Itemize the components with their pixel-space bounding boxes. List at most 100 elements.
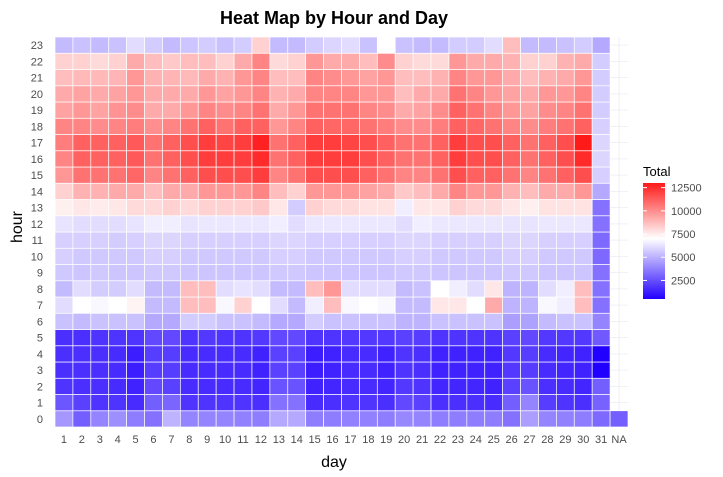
heatmap-cell xyxy=(412,52,432,70)
heatmap-cell xyxy=(520,329,539,347)
heatmap-cell xyxy=(233,296,253,314)
heatmap-cell xyxy=(269,150,289,168)
heatmap-cell xyxy=(126,215,145,233)
heatmap-cell xyxy=(323,101,342,119)
heatmap-cell xyxy=(197,231,217,249)
heatmap-cell xyxy=(394,231,414,249)
heatmap-cell xyxy=(556,345,575,363)
heatmap-cell xyxy=(305,69,324,87)
heatmap-cell xyxy=(215,52,235,70)
heatmap-cell xyxy=(287,69,307,87)
heatmap-cell xyxy=(179,166,199,184)
heatmap-cell xyxy=(556,69,575,87)
heatmap-cell xyxy=(144,52,163,70)
x-tick-label: 12 xyxy=(255,434,267,446)
heatmap-cell xyxy=(233,117,253,135)
heatmap-cell xyxy=(197,134,217,152)
x-tick-label: 3 xyxy=(97,434,103,446)
heatmap-cell xyxy=(341,394,360,412)
heatmap-cell xyxy=(233,182,253,200)
heatmap-cell xyxy=(538,85,557,103)
heatmap-cell xyxy=(412,231,432,249)
heatmap-cell xyxy=(538,215,557,233)
heatmap-cell xyxy=(573,215,593,233)
heatmap-cell xyxy=(484,394,504,412)
heatmap-cell xyxy=(179,134,199,152)
heatmap-cell xyxy=(359,345,378,363)
heatmap-cell xyxy=(376,361,396,379)
heatmap-cell xyxy=(215,215,235,233)
heatmap-cell xyxy=(90,280,110,298)
heatmap-cell xyxy=(251,394,271,412)
heatmap-cell xyxy=(412,69,432,87)
heatmap-cell xyxy=(305,117,324,135)
heatmap-cell xyxy=(144,36,163,54)
heatmap-cell xyxy=(179,264,199,282)
heatmap-cell xyxy=(197,182,217,200)
heatmap-cell xyxy=(412,199,432,217)
heatmap-cell xyxy=(448,410,468,428)
heatmap-cell xyxy=(72,101,92,119)
heatmap-cell xyxy=(287,150,307,168)
y-tick-label: 4 xyxy=(37,349,43,361)
heatmap-cell xyxy=(466,215,486,233)
heatmap-cell xyxy=(144,377,163,395)
heatmap-cell xyxy=(520,199,539,217)
y-tick-label: 9 xyxy=(37,268,43,280)
heatmap-cell xyxy=(573,134,593,152)
heatmap-cell xyxy=(54,231,74,249)
heatmap-cell xyxy=(126,231,145,249)
heatmap-cell xyxy=(502,150,521,168)
heatmap-cell xyxy=(54,280,74,298)
heatmap-cell xyxy=(72,345,92,363)
heatmap-cell xyxy=(144,394,163,412)
heatmap-cell xyxy=(233,69,253,87)
heatmap-cell xyxy=(502,394,521,412)
heatmap-cell xyxy=(179,312,199,330)
heatmap-cell xyxy=(162,345,181,363)
heatmap-cell xyxy=(394,215,414,233)
heatmap-cell xyxy=(72,280,92,298)
heatmap-cell xyxy=(502,329,521,347)
heatmap-cell xyxy=(269,296,289,314)
heatmap-cell xyxy=(394,117,414,135)
x-tick-label: 16 xyxy=(326,434,338,446)
heatmap-cell xyxy=(108,280,127,298)
heatmap-cell xyxy=(197,36,217,54)
heatmap-cell xyxy=(305,361,324,379)
heatmap-cell xyxy=(341,101,360,119)
heatmap-cell xyxy=(573,345,593,363)
heatmap-cell xyxy=(502,312,521,330)
heatmap-cell xyxy=(54,345,74,363)
heatmap-cell xyxy=(215,394,235,412)
heatmap-cell xyxy=(90,215,110,233)
heatmap-cell xyxy=(430,377,450,395)
heatmap-cell xyxy=(305,231,324,249)
heatmap-cell xyxy=(287,199,307,217)
heatmap-cell xyxy=(215,410,235,428)
heatmap-cell xyxy=(573,199,593,217)
heatmap-cell xyxy=(484,312,504,330)
heatmap-cell xyxy=(144,150,163,168)
y-tick-label: 0 xyxy=(37,414,43,426)
x-tick-label: 1 xyxy=(61,434,67,446)
heatmap-cell xyxy=(126,182,145,200)
heatmap-cell xyxy=(287,296,307,314)
heatmap-cell xyxy=(108,345,127,363)
heatmap-cell xyxy=(72,410,92,428)
heatmap-cell xyxy=(591,264,611,282)
heatmap-cell xyxy=(394,36,414,54)
heatmap-cell xyxy=(466,199,486,217)
legend-colorbar xyxy=(643,183,665,299)
heatmap-cell xyxy=(573,329,593,347)
heatmap-cell xyxy=(448,134,468,152)
heatmap-cell xyxy=(287,101,307,119)
heatmap-cell xyxy=(287,85,307,103)
heatmap-cell xyxy=(287,264,307,282)
heatmap-cell xyxy=(484,150,504,168)
heatmap-cell xyxy=(430,410,450,428)
heatmap-cell xyxy=(162,247,181,265)
heatmap-cell xyxy=(359,329,378,347)
x-tick-label: 7 xyxy=(168,434,174,446)
